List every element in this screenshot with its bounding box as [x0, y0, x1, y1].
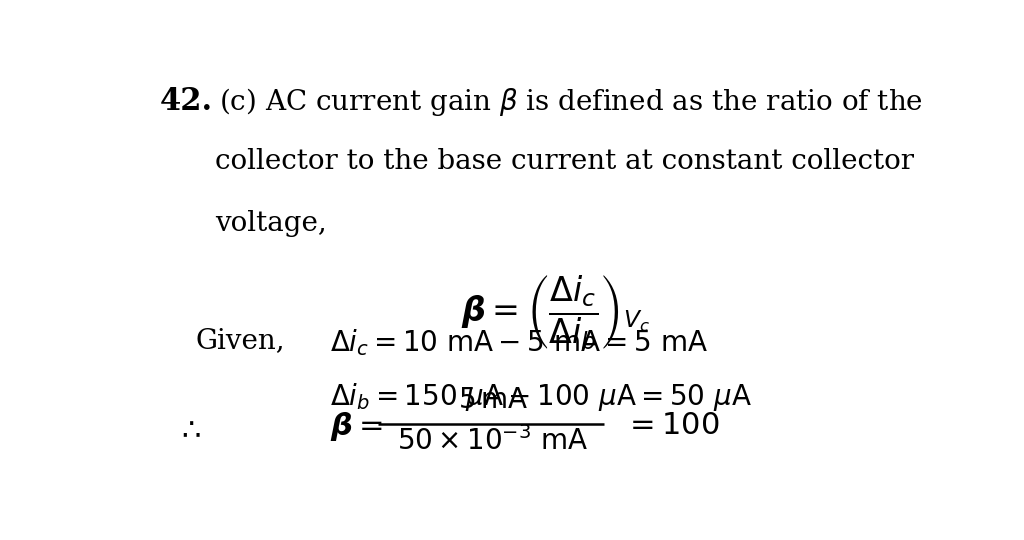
Text: $\Delta i_c = 10\ \mathrm{mA} - 5\ \mathrm{mA} = 5\ \mathrm{mA}$: $\Delta i_c = 10\ \mathrm{mA} - 5\ \math… [331, 327, 709, 357]
Text: Given,: Given, [196, 327, 285, 354]
Text: $5\,\mathrm{mA}$: $5\,\mathrm{mA}$ [458, 387, 528, 414]
Text: $\Delta i_b = 150\ \mu\mathrm{A} - 100\ \mu\mathrm{A} = 50\ \mu\mathrm{A}$: $\Delta i_b = 150\ \mu\mathrm{A} - 100\ … [331, 381, 753, 413]
Text: collector to the base current at constant collector: collector to the base current at constan… [215, 148, 914, 175]
Text: $\boldsymbol{\beta} = $: $\boldsymbol{\beta} = $ [331, 410, 383, 443]
Text: $= 100$: $= 100$ [624, 410, 720, 441]
Text: $50 \times 10^{-3}\ \mathrm{mA}$: $50 \times 10^{-3}\ \mathrm{mA}$ [397, 427, 589, 456]
Text: (c) AC current gain $\beta$ is defined as the ratio of the: (c) AC current gain $\beta$ is defined a… [219, 85, 924, 118]
Text: voltage,: voltage, [215, 210, 327, 238]
Text: $\therefore$: $\therefore$ [176, 414, 201, 445]
Text: 42.: 42. [160, 85, 213, 117]
Text: $\boldsymbol{\beta} = \left(\dfrac{\Delta i_c}{\Delta i_b}\right)_{V_c}$: $\boldsymbol{\beta} = \left(\dfrac{\Delt… [461, 273, 650, 350]
